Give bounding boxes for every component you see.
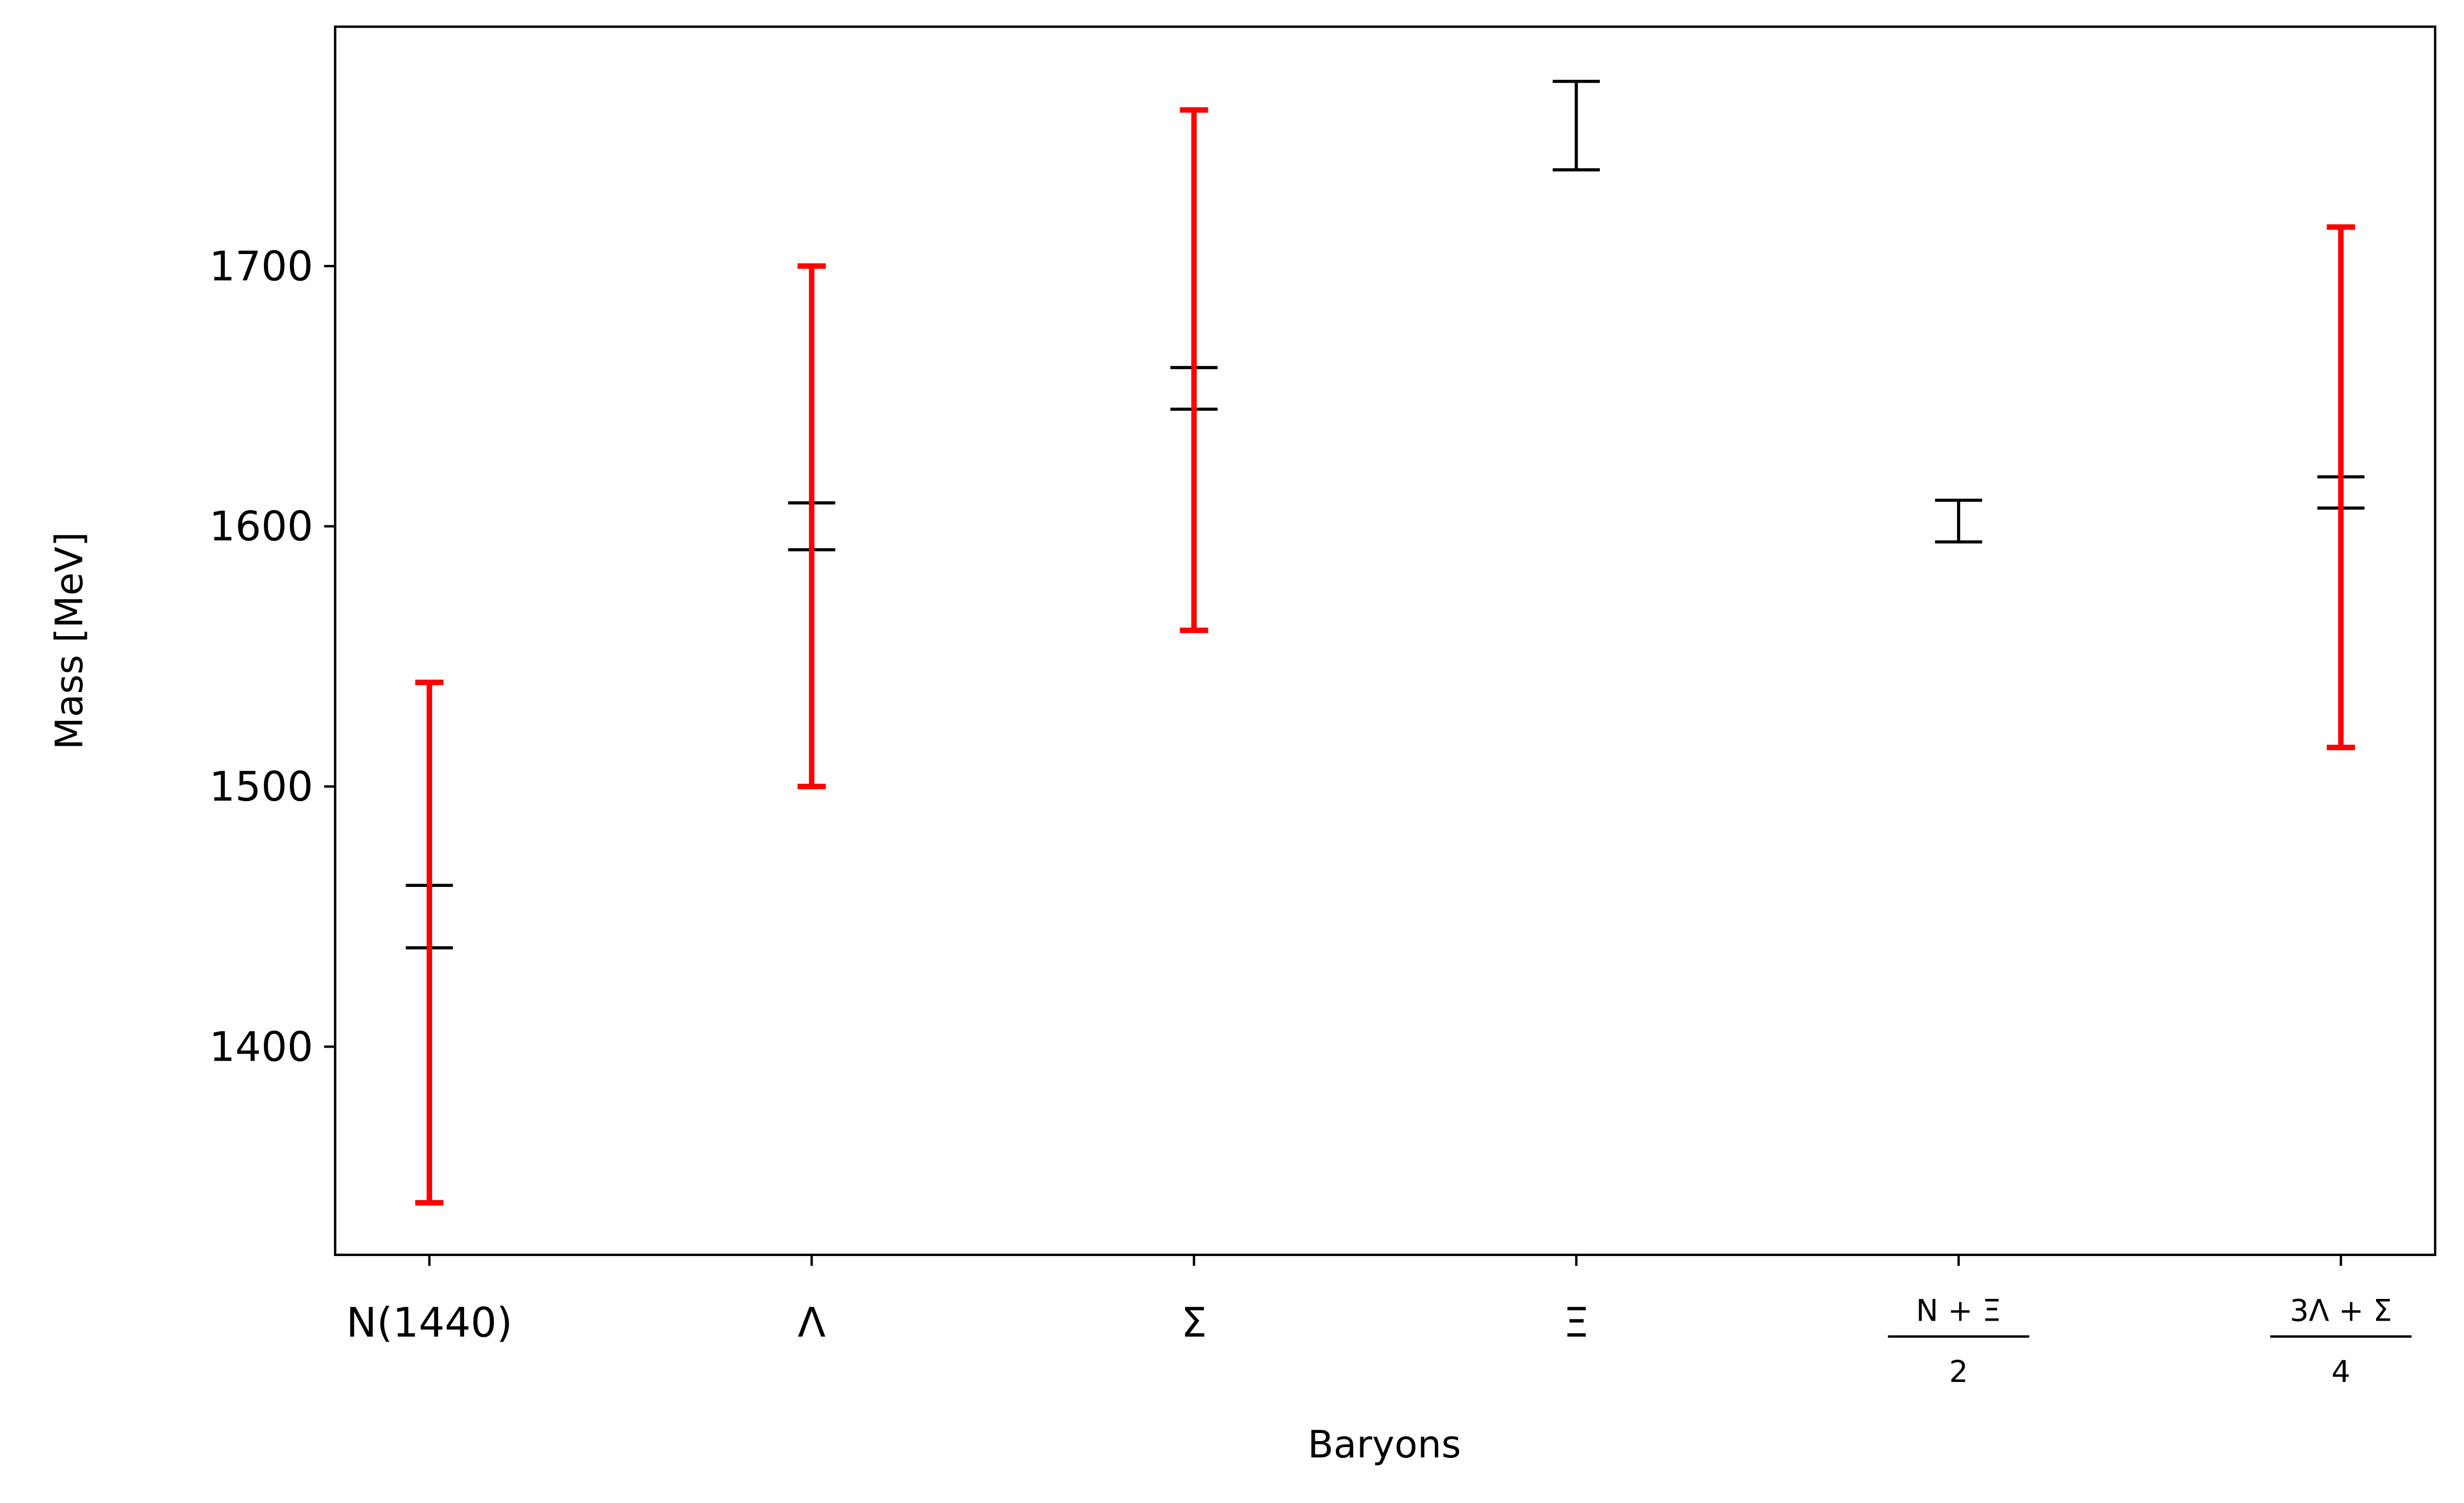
y-tick-label: 1700 — [209, 242, 313, 290]
x-tick-label-denominator: 2 — [1949, 1354, 1968, 1389]
error-bar — [415, 680, 444, 1206]
x-tick-label-denominator: 4 — [2332, 1354, 2351, 1389]
error-bar — [2327, 224, 2355, 751]
x-tick-label-numerator: N + Ξ — [1916, 1293, 2001, 1328]
error-bar — [1180, 107, 1208, 633]
x-tick-label-numerator: 3Λ + Σ — [2290, 1293, 2392, 1328]
error-bar — [797, 263, 826, 790]
plot-frame — [334, 26, 2437, 1257]
x-tick-label: N(1440) — [346, 1298, 512, 1346]
x-tick-label: Σ — [1181, 1298, 1207, 1346]
x-axis-label: Baryons — [1308, 1423, 1461, 1467]
x-tick-label: Λ — [797, 1298, 825, 1346]
y-tick-label: 1500 — [209, 763, 313, 810]
y-axis-label: Mass [MeV] — [48, 532, 92, 750]
x-tick-label: Ξ — [1563, 1298, 1589, 1346]
error-bar — [1553, 79, 1600, 172]
y-tick-label: 1600 — [209, 503, 313, 550]
error-bar — [1935, 498, 1982, 544]
y-tick-label: 1400 — [209, 1023, 313, 1070]
